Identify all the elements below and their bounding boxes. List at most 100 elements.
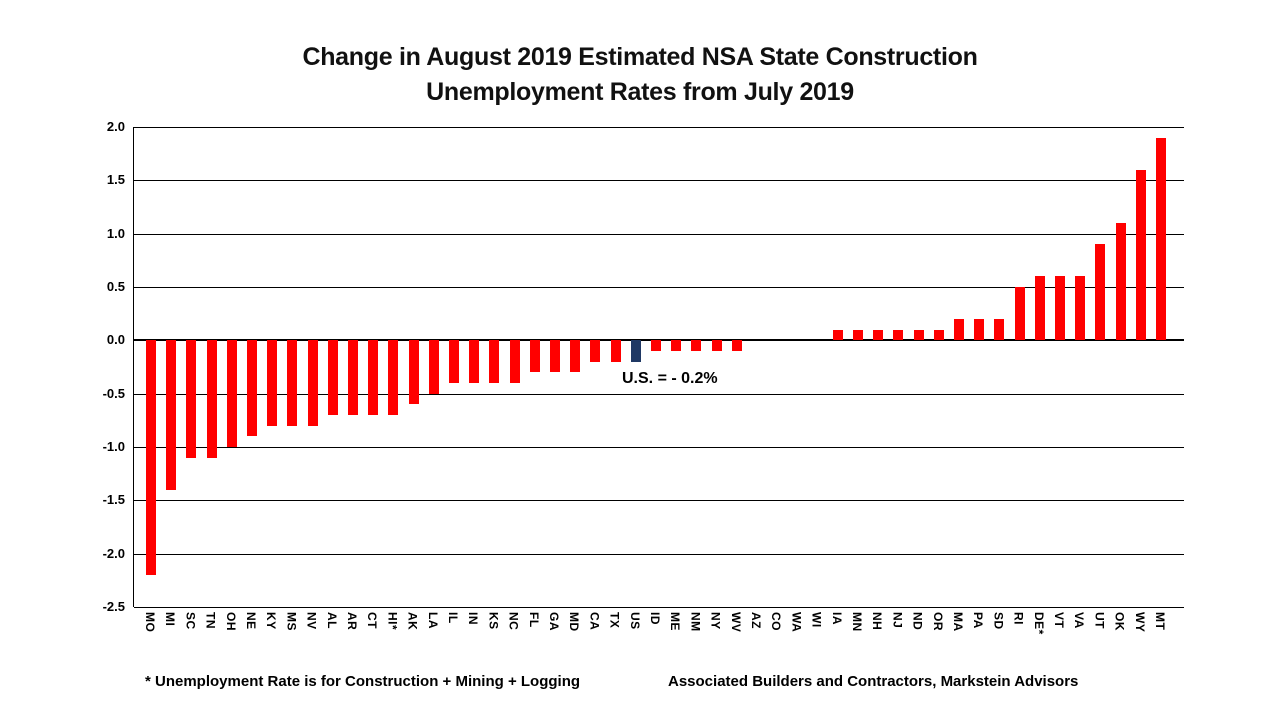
bar-SD xyxy=(994,319,1005,341)
bar-AL xyxy=(327,340,338,415)
y-tick-label: -2.0 xyxy=(102,545,125,561)
bar-OR xyxy=(933,329,944,341)
x-tick-label-KS: KS xyxy=(486,612,501,630)
x-tick-label-MN: MN xyxy=(850,612,864,632)
x-tick-label-SD: SD xyxy=(991,612,1006,630)
bar-VT xyxy=(1055,276,1065,341)
footnote: * Unemployment Rate is for Construction … xyxy=(145,673,581,690)
y-tick-label: 0.5 xyxy=(106,279,125,294)
gridline xyxy=(134,553,1184,555)
bar-AK xyxy=(408,340,419,405)
x-tick-label-DE: DE* xyxy=(1031,612,1046,635)
bar-IL xyxy=(449,340,459,383)
x-tick-label-FL: FL xyxy=(526,612,541,628)
bar-VA xyxy=(1075,276,1086,341)
x-tick-label-AR: AR xyxy=(345,612,359,631)
bar-LA xyxy=(428,340,439,394)
x-tick-label-KY: KY xyxy=(264,612,279,630)
bar-AR xyxy=(348,340,358,415)
x-tick-label-IA: IA xyxy=(829,612,844,625)
x-tick-label-CA: CA xyxy=(587,612,602,631)
bar-MS xyxy=(287,340,298,426)
x-tick-label-ND: ND xyxy=(910,612,925,631)
bar-WY xyxy=(1135,169,1146,341)
bar-GA xyxy=(550,340,560,373)
bar-HI xyxy=(388,340,399,415)
x-tick-label-MO: MO xyxy=(143,612,157,633)
bar-PA xyxy=(974,319,985,341)
x-tick-label-VA: VA xyxy=(1072,612,1087,629)
bar-US xyxy=(630,340,641,362)
gridline xyxy=(134,393,1184,395)
bar-TN xyxy=(206,340,217,458)
bar-MN xyxy=(853,329,863,341)
x-tick-label-WI: WI xyxy=(809,612,824,628)
gridline xyxy=(134,127,1184,128)
gridline xyxy=(134,500,1184,502)
bar-MO xyxy=(146,340,156,575)
x-tick-label-OH: OH xyxy=(223,612,238,631)
bar-ND xyxy=(913,329,924,341)
bar-MI xyxy=(166,340,177,490)
x-tick-label-NE: NE xyxy=(244,612,258,630)
x-tick-label-RI: RI xyxy=(1011,612,1026,625)
bar-MA xyxy=(954,319,964,341)
bar-FL xyxy=(529,340,540,373)
bar-DE xyxy=(1034,276,1045,341)
bar-NJ xyxy=(893,329,904,341)
x-tick-label-CO: CO xyxy=(769,612,784,631)
y-tick-label: -0.5 xyxy=(102,385,125,401)
source-credit: Associated Builders and Contractors, Mar… xyxy=(668,673,1079,690)
y-tick-label: -2.5 xyxy=(102,599,125,614)
x-tick-label-TX: TX xyxy=(607,612,622,629)
x-tick-label-NY: NY xyxy=(708,612,723,630)
y-tick-label: -1.5 xyxy=(102,492,125,508)
bar-ME xyxy=(671,340,682,351)
x-tick-label-OR: OR xyxy=(930,612,945,631)
bar-NM xyxy=(691,340,702,351)
bar-NE xyxy=(247,340,257,437)
x-tick-label-NJ: NJ xyxy=(890,612,905,629)
bar-TX xyxy=(610,340,621,362)
us-annotation: U.S. = - 0.2% xyxy=(622,370,718,387)
x-tick-label-AL: AL xyxy=(324,612,339,629)
gridline xyxy=(134,287,1184,288)
bar-IA xyxy=(832,329,843,341)
x-tick-label-WA: WA xyxy=(789,612,804,633)
x-tick-label-IL: IL xyxy=(446,612,460,624)
x-tick-label-GA: GA xyxy=(547,612,561,631)
bar-WV xyxy=(731,340,742,351)
x-tick-label-ID: ID xyxy=(648,612,662,625)
bar-UT xyxy=(1095,244,1106,341)
chart-title-line2: Unemployment Rates from July 2019 xyxy=(426,78,854,106)
y-tick-label: 2.0 xyxy=(106,119,125,134)
bar-ID xyxy=(651,340,661,351)
bar-KS xyxy=(489,340,500,383)
x-tick-label-VT: VT xyxy=(1052,612,1066,629)
gridline xyxy=(134,233,1184,235)
x-tick-label-MT: MT xyxy=(1153,612,1167,631)
x-tick-label-AZ: AZ xyxy=(749,612,763,629)
y-tick-label: -1.0 xyxy=(102,439,125,454)
gridline xyxy=(134,607,1184,608)
bar-KY xyxy=(267,340,278,426)
x-tick-label-NH: NH xyxy=(870,612,885,631)
y-tick-label: 0.0 xyxy=(106,332,125,348)
x-tick-label-WY: WY xyxy=(1132,612,1147,633)
bar-OK xyxy=(1115,223,1126,341)
bar-NV xyxy=(307,340,318,426)
x-tick-label-US: US xyxy=(627,612,642,630)
x-tick-label-UT: UT xyxy=(1092,612,1107,629)
bar-SC xyxy=(186,340,197,458)
x-tick-label-MA: MA xyxy=(951,612,965,632)
bar-MD xyxy=(570,340,581,373)
x-tick-label-NV: NV xyxy=(304,612,319,630)
x-tick-label-TN: TN xyxy=(203,612,218,629)
x-tick-label-IN: IN xyxy=(466,612,481,625)
bar-IN xyxy=(469,340,480,383)
y-tick-label: 1.5 xyxy=(106,172,125,188)
bar-NC xyxy=(509,340,520,383)
x-tick-label-MS: MS xyxy=(284,612,299,631)
gridline xyxy=(134,447,1184,448)
bar-OH xyxy=(226,340,237,447)
